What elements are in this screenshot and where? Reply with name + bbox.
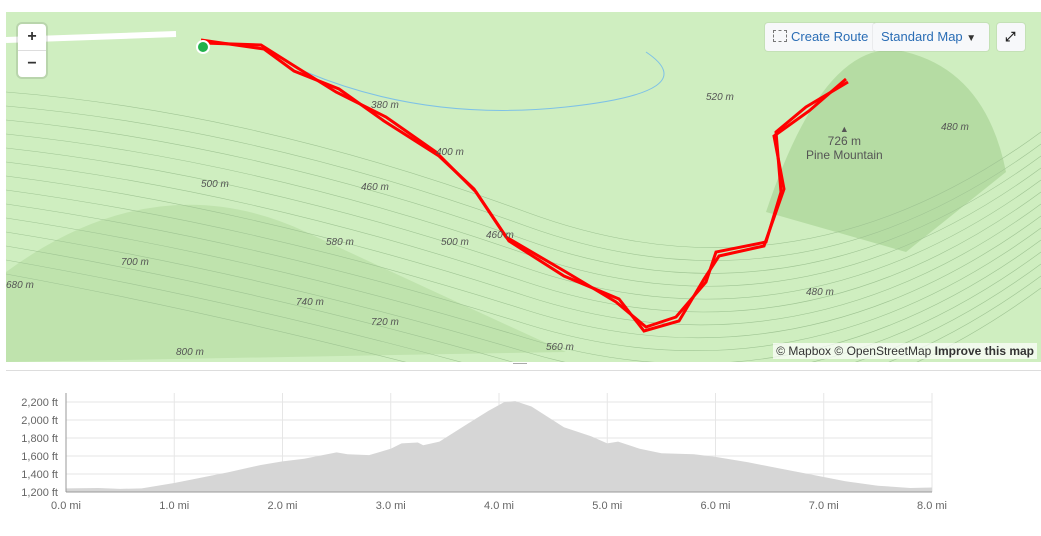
expand-icon: ⤢ <box>1005 29 1016 44</box>
y-tick-label: 1,400 ft <box>21 469 58 481</box>
x-tick-label: 4.0 mi <box>484 500 514 512</box>
contour-line <box>6 189 1041 339</box>
stream <box>305 51 665 111</box>
elevation-area <box>66 401 932 492</box>
contour-line <box>6 273 1041 362</box>
contour-label: 580 m <box>326 237 354 248</box>
terrain-shade <box>766 50 1006 252</box>
contour-label: 400 m <box>436 147 464 158</box>
create-route-button[interactable]: Create Route <box>765 23 877 51</box>
map[interactable]: + − Create Route Standard Map ▼ ⤢ ▲ 726 … <box>6 12 1041 362</box>
y-tick-label: 2,200 ft <box>21 397 58 409</box>
route-line <box>202 41 849 329</box>
peak-icon: ▲ <box>839 124 849 134</box>
contour-line <box>6 175 1041 326</box>
zoom-out-button[interactable]: − <box>18 50 46 77</box>
fullscreen-button[interactable]: ⤢ <box>997 23 1025 51</box>
contour-label: 460 m <box>486 230 514 241</box>
zoom-control: + − <box>18 24 46 77</box>
contour-label: 800 m <box>176 347 204 358</box>
caret-down-icon: ▼ <box>966 33 977 44</box>
x-tick-label: 7.0 mi <box>809 500 839 512</box>
elevation-chart: 0.0 mi 1.0 mi 2.0 mi 3.0 mi 4.0 mi 5.0 mi 6.0 … <box>21 393 947 512</box>
contour-line <box>6 259 1041 362</box>
x-tick-label: 2.0 mi <box>268 500 298 512</box>
contour-label: 740 m <box>296 297 324 308</box>
mapbox-link[interactable]: © Mapbox <box>776 344 832 358</box>
y-tick-label: 1,800 ft <box>21 433 58 445</box>
x-tick-label: 8.0 mi <box>917 500 947 512</box>
contour-label: 500 m <box>201 179 229 190</box>
y-tick-label: 2,000 ft <box>21 415 58 427</box>
contour-line <box>6 203 1041 351</box>
y-tick-label: 1,200 ft <box>21 487 58 499</box>
x-tick-label: 5.0 mi <box>592 500 622 512</box>
elevation-profile: 0.0 mi 1.0 mi 2.0 mi 3.0 mi 4.0 mi 5.0 mi 6.0 … <box>6 370 1041 531</box>
contour-label: 460 m <box>361 182 389 193</box>
contour-label: 520 m <box>706 92 734 103</box>
route-dotted-icon <box>773 30 787 42</box>
contour-label: 720 m <box>371 317 399 328</box>
contour-label: 480 m <box>806 287 834 298</box>
x-tick-label: 6.0 mi <box>701 500 731 512</box>
contour-line <box>6 119 1041 274</box>
contour-label: 380 m <box>371 100 399 111</box>
contour-label: 700 m <box>121 257 149 268</box>
contour-line <box>6 91 1041 248</box>
contour-label: 480 m <box>941 122 969 133</box>
contour-line <box>6 105 1041 261</box>
attribution: © Mapbox © OpenStreetMap Improve this ma… <box>773 343 1037 359</box>
contour-line <box>6 217 1041 362</box>
contour-label: 680 m <box>6 280 34 291</box>
terrain-shade <box>6 204 566 362</box>
contour-line <box>6 161 1041 313</box>
x-tick-label: 1.0 mi <box>159 500 189 512</box>
contour-line <box>6 231 1041 362</box>
osm-link[interactable]: © OpenStreetMap <box>834 344 932 358</box>
x-tick-label: 3.0 mi <box>376 500 406 512</box>
y-tick-label: 1,600 ft <box>21 451 58 463</box>
contour-label: 560 m <box>546 342 574 353</box>
start-marker <box>196 40 210 54</box>
map-canvas <box>6 31 1041 362</box>
peak-label: ▲ 726 m Pine Mountain <box>806 124 883 162</box>
route-line-return <box>200 38 847 333</box>
x-tick-label: 0.0 mi <box>51 500 81 512</box>
contour-line <box>6 133 1041 287</box>
contour-label: 500 m <box>441 237 469 248</box>
contour-line <box>6 147 1041 300</box>
improve-map-link[interactable]: Improve this map <box>934 344 1034 358</box>
map-style-dropdown[interactable]: Standard Map ▼ <box>873 23 989 51</box>
zoom-in-button[interactable]: + <box>27 28 37 45</box>
